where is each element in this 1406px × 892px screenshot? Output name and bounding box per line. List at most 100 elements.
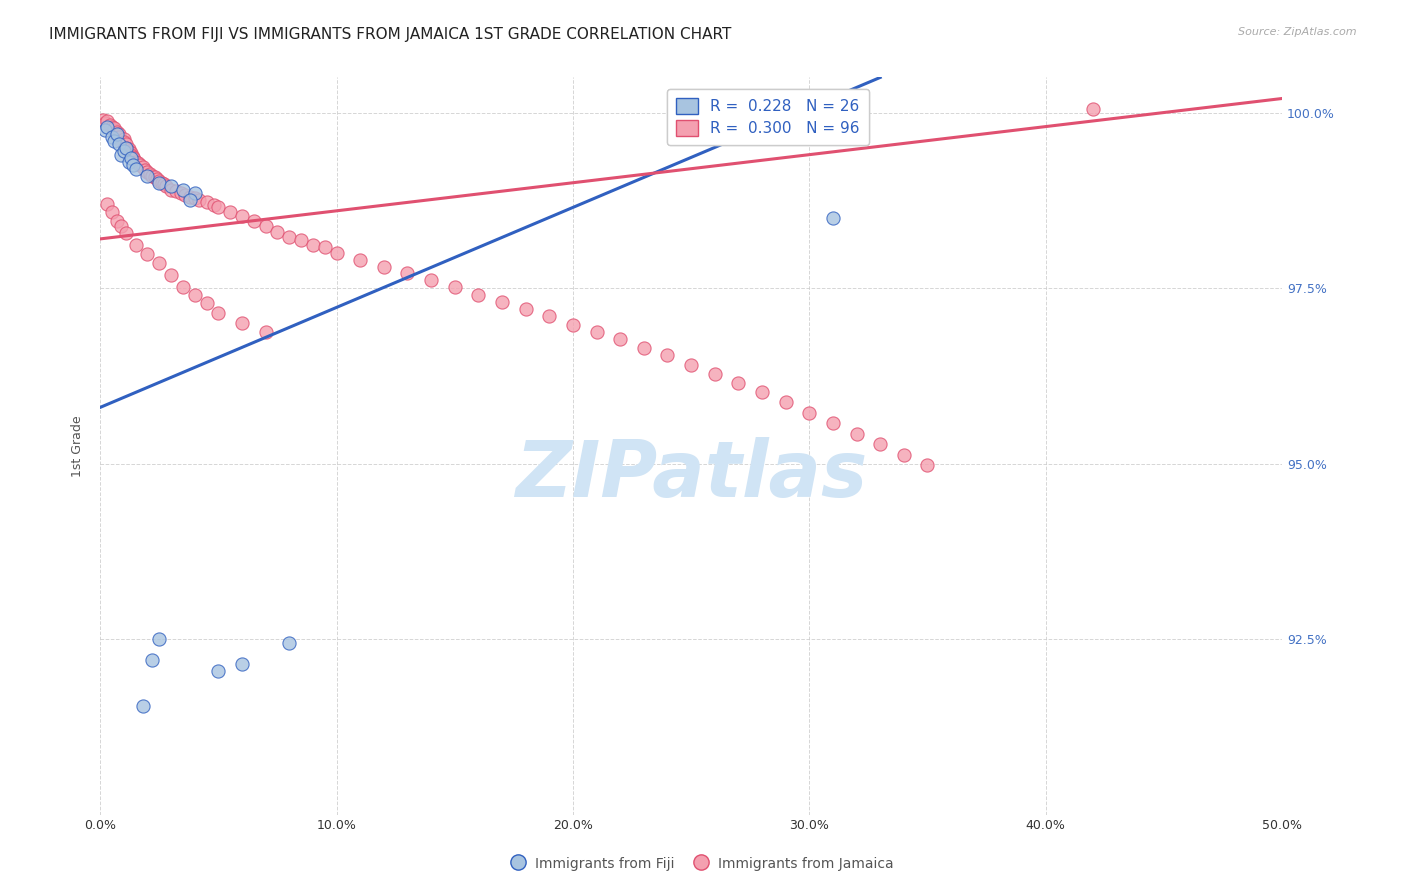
Point (112, 144, 135, 158)
Point (122, 150, 145, 164)
Point (278, 635, 301, 649)
Point (120, 146, 142, 161)
Point (129, 158, 152, 172)
Point (96, 196, 118, 211)
Point (195, 296, 218, 310)
Point (231, 657, 253, 671)
Point (94, 123, 117, 137)
Point (207, 200, 229, 214)
Point (231, 210, 253, 224)
Point (266, 225, 288, 239)
Point (153, 177, 176, 191)
Point (172, 279, 194, 293)
Point (98, 118, 121, 132)
Point (101, 205, 124, 219)
Point (141, 169, 163, 183)
Point (184, 186, 207, 201)
Point (290, 233, 312, 247)
Point (132, 698, 155, 713)
Point (134, 163, 156, 178)
Point (515, 302, 537, 317)
Point (96, 114, 118, 128)
Point (184, 288, 207, 302)
Point (917, 458, 939, 472)
Point (207, 305, 229, 319)
Point (231, 316, 253, 330)
Point (169, 186, 191, 201)
Point (207, 664, 229, 678)
Point (105, 214, 128, 228)
Point (775, 394, 797, 409)
Point (148, 176, 170, 190)
Point (155, 179, 177, 194)
Point (103, 123, 125, 137)
Point (108, 130, 131, 145)
Point (120, 147, 142, 161)
Point (124, 161, 146, 176)
Point (110, 134, 132, 148)
Point (94, 116, 117, 130)
Point (115, 141, 138, 155)
Point (1081, 102, 1104, 116)
Point (124, 237, 146, 252)
Point (703, 367, 725, 381)
Point (132, 161, 155, 175)
Point (893, 448, 915, 462)
Point (585, 325, 607, 339)
Point (174, 188, 197, 202)
Point (115, 227, 138, 241)
Point (373, 260, 395, 274)
Legend: Immigrants from Fiji, Immigrants from Jamaica: Immigrants from Fiji, Immigrants from Ja… (508, 851, 898, 876)
Point (150, 176, 173, 190)
Point (148, 632, 170, 646)
Point (112, 135, 135, 149)
Point (349, 252, 371, 267)
Point (219, 205, 242, 219)
Text: ZIPatlas: ZIPatlas (515, 437, 868, 514)
Point (160, 183, 183, 197)
Point (396, 266, 419, 280)
Point (103, 134, 125, 148)
Point (751, 384, 773, 399)
Point (105, 127, 128, 141)
Point (202, 198, 225, 212)
Point (148, 256, 170, 270)
Point (136, 169, 159, 183)
Point (101, 130, 124, 145)
Point (179, 194, 201, 208)
Point (254, 325, 277, 339)
Point (609, 332, 631, 346)
Point (165, 184, 187, 198)
Point (278, 230, 301, 244)
Point (195, 195, 218, 210)
Point (188, 194, 211, 208)
Point (657, 348, 679, 362)
Point (681, 358, 703, 372)
Point (314, 240, 336, 254)
Point (136, 164, 159, 178)
Point (122, 158, 145, 172)
Text: IMMIGRANTS FROM FIJI VS IMMIGRANTS FROM JAMAICA 1ST GRADE CORRELATION CHART: IMMIGRANTS FROM FIJI VS IMMIGRANTS FROM … (49, 27, 731, 42)
Legend: R =  0.228   N = 26, R =  0.300   N = 96: R = 0.228 N = 26, R = 0.300 N = 96 (668, 89, 869, 145)
Text: Source: ZipAtlas.com: Source: ZipAtlas.com (1239, 27, 1357, 37)
Point (243, 214, 266, 228)
Point (110, 147, 132, 161)
Point (160, 179, 183, 194)
Point (845, 427, 868, 442)
Point (821, 211, 844, 225)
Point (146, 172, 169, 186)
Point (179, 190, 201, 204)
Point (103, 120, 125, 135)
Point (325, 246, 347, 260)
Point (491, 295, 513, 310)
Point (821, 416, 844, 430)
Point (110, 219, 132, 234)
Point (143, 170, 166, 185)
Point (124, 154, 146, 169)
Point (141, 653, 163, 667)
Point (105, 125, 128, 139)
Point (108, 137, 131, 152)
Point (105, 128, 128, 142)
Point (302, 237, 325, 252)
Point (538, 309, 561, 323)
